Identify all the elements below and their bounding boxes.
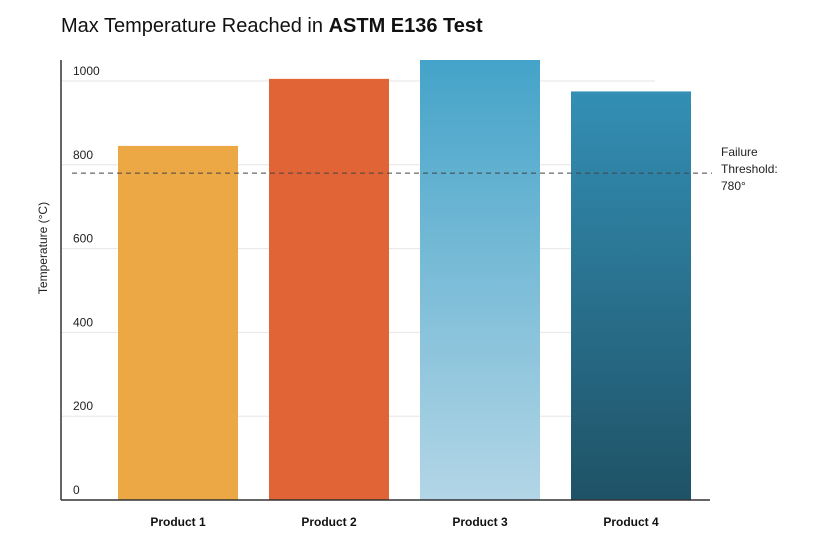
y-ticks: 0 200 400 600 800 1000: [73, 64, 100, 497]
y-tick-label-0: 0: [73, 483, 80, 497]
x-tick-label-product-1: Product 1: [150, 515, 206, 529]
chart-title-bold: ASTM E136 Test: [329, 15, 483, 37]
x-tick-labels: Product 1 Product 2 Product 3 Product 4: [150, 515, 659, 529]
chart-title-regular: Max Temperature Reached in: [61, 15, 329, 37]
threshold: Failure Threshold: 780°: [72, 145, 778, 193]
threshold-label-line: 780°: [721, 179, 746, 193]
axes: [60, 60, 710, 501]
chart-title: Max Temperature Reached in ASTM E136 Tes…: [61, 15, 483, 37]
y-tick-label-800: 800: [73, 148, 93, 162]
threshold-label: Failure Threshold: 780°: [721, 145, 778, 193]
y-axis-label: Temperature (°C): [36, 202, 50, 294]
bar-product-1: [118, 145, 238, 500]
x-tick-label-product-2: Product 2: [301, 515, 357, 529]
x-tick-label-product-4: Product 4: [603, 515, 659, 529]
y-tick-label-400: 400: [73, 315, 93, 329]
y-tick-label-1000: 1000: [73, 64, 100, 78]
y-tick-label-600: 600: [73, 232, 93, 246]
threshold-label-line: Failure: [721, 145, 758, 159]
y-tick-label-200: 200: [73, 399, 93, 413]
bar-product-4: [571, 91, 691, 500]
bar-product-3: [420, 60, 540, 500]
x-tick-label-product-3: Product 3: [452, 515, 508, 529]
bars: [118, 60, 691, 500]
threshold-label-line: Threshold:: [721, 162, 778, 176]
bar-product-2: [269, 78, 389, 500]
